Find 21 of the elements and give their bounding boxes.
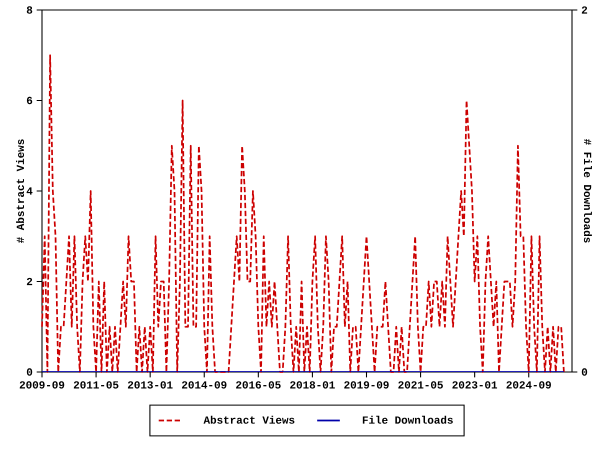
x-tick-label: 2023-01	[452, 381, 498, 389]
y-tick-label: 0	[26, 368, 32, 376]
y-tick-label: 4	[26, 187, 32, 195]
x-tick-label: 2018-01	[290, 381, 335, 389]
x-tick-label: 2014-09	[182, 381, 226, 389]
y-tick-label: 8	[26, 6, 32, 14]
legend-label: Abstract Views	[204, 416, 294, 424]
x-tick-label: 2024-09	[506, 381, 551, 389]
legend-label: File Downloads	[362, 416, 453, 424]
y-tick-label: 2	[26, 278, 32, 286]
y2-tick-label: 0	[582, 368, 588, 376]
x-tick-label: 2011-05	[74, 381, 118, 389]
y2-tick-label: 2	[582, 6, 588, 14]
x-tick-label: 2013-01	[128, 381, 173, 389]
x-tick-label: 2016-05	[236, 381, 281, 389]
x-tick-label: 2019-09	[344, 381, 389, 389]
y2-axis-title: # File Downloads	[584, 139, 592, 243]
y-tick-label: 6	[26, 96, 32, 104]
y-axis-title: # Abstract Views	[16, 139, 24, 243]
x-tick-label: 2009-09	[20, 381, 64, 389]
x-tick-label: 2021-05	[398, 381, 443, 389]
